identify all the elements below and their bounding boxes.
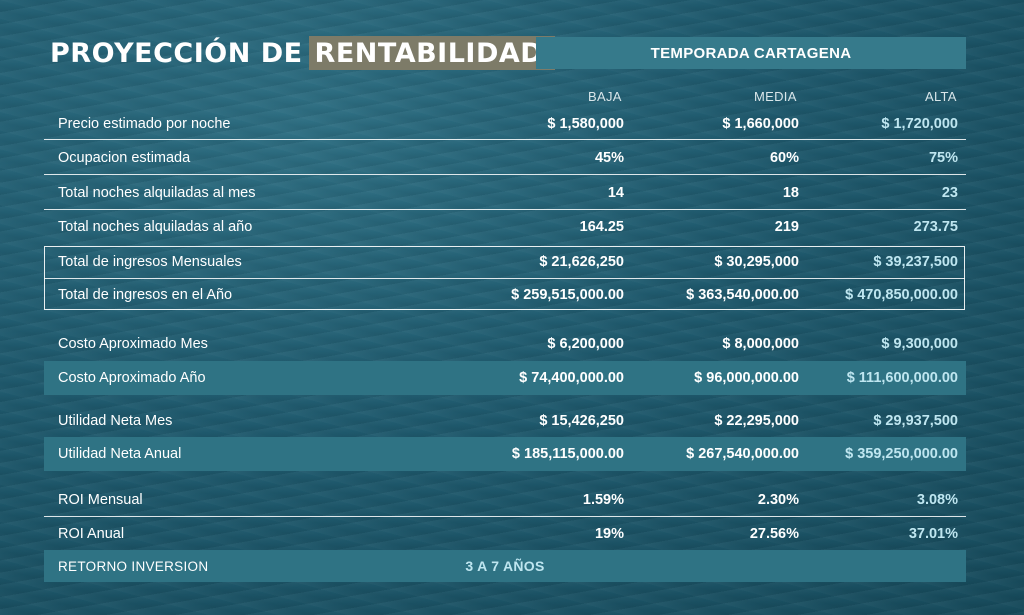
row-label: Total noches alquiladas al año bbox=[58, 219, 253, 235]
table-row-roi-anual: ROI Anual 19% 27.56% 37.01% bbox=[44, 517, 966, 551]
value-baja: $ 6,200,000 bbox=[547, 336, 624, 352]
value-media: $ 363,540,000.00 bbox=[686, 287, 799, 303]
value-media: $ 22,295,000 bbox=[714, 413, 799, 429]
value-media: 18 bbox=[782, 185, 799, 201]
value-alta: 23 bbox=[941, 185, 958, 201]
value-alta: 3.08% bbox=[916, 492, 958, 508]
row-label: Precio estimado por noche bbox=[58, 116, 231, 132]
row-divider bbox=[44, 278, 965, 279]
row-label: ROI Mensual bbox=[58, 492, 143, 508]
row-divider bbox=[44, 139, 966, 140]
table-row-noches-mes: Total noches alquiladas al mes 14 18 23 bbox=[44, 176, 966, 210]
table-row-costo-mes: Costo Aproximado Mes $ 6,200,000 $ 8,000… bbox=[44, 327, 966, 361]
row-label: Total de ingresos en el Año bbox=[58, 287, 233, 303]
row-label: Costo Aproximado Año bbox=[58, 370, 206, 386]
value-media: 27.56% bbox=[749, 526, 799, 542]
value-alta: $ 470,850,000.00 bbox=[845, 287, 958, 303]
value-alta: $ 39,237,500 bbox=[873, 254, 958, 270]
value-media: $ 30,295,000 bbox=[714, 254, 799, 270]
value-baja: $ 185,115,000.00 bbox=[511, 446, 624, 462]
table-row-precio: Precio estimado por noche $ 1,580,000 $ … bbox=[44, 107, 966, 141]
table-row-ingresos-mensuales: Total de ingresos Mensuales $ 21,626,250… bbox=[44, 245, 966, 279]
value-alta: $ 359,250,000.00 bbox=[845, 446, 958, 462]
row-divider bbox=[44, 209, 966, 210]
retorno-value: 3 A 7 AÑOS bbox=[465, 558, 545, 574]
season-header: TEMPORADA CARTAGENA bbox=[536, 37, 966, 69]
value-baja: 45% bbox=[594, 150, 624, 166]
column-header-media: MEDIA bbox=[754, 89, 797, 104]
row-label: Utilidad Neta Anual bbox=[58, 446, 182, 462]
value-alta: $ 29,937,500 bbox=[873, 413, 958, 429]
table-row-ocupacion: Ocupacion estimada 45% 60% 75% bbox=[44, 141, 966, 175]
column-header-alta: ALTA bbox=[925, 89, 957, 104]
row-label: Costo Aproximado Mes bbox=[58, 336, 208, 352]
value-alta: $ 9,300,000 bbox=[881, 336, 958, 352]
value-baja: $ 21,626,250 bbox=[539, 254, 624, 270]
value-alta: 37.01% bbox=[908, 526, 958, 542]
value-alta: $ 111,600,000.00 bbox=[846, 370, 958, 386]
value-media: $ 8,000,000 bbox=[722, 336, 799, 352]
value-media: 60% bbox=[769, 150, 799, 166]
table-row-noches-ano: Total noches alquiladas al año 164.25 21… bbox=[44, 210, 966, 244]
value-media: $ 1,660,000 bbox=[722, 116, 799, 132]
row-label: Total de ingresos Mensuales bbox=[58, 254, 242, 270]
row-label: Utilidad Neta Mes bbox=[58, 413, 173, 429]
row-label: Ocupacion estimada bbox=[58, 150, 191, 166]
value-baja: $ 259,515,000.00 bbox=[511, 287, 624, 303]
table-row-roi-mensual: ROI Mensual 1.59% 2.30% 3.08% bbox=[44, 483, 966, 517]
value-media: 2.30% bbox=[757, 492, 799, 508]
table-row-costo-ano: Costo Aproximado Año $ 74,400,000.00 $ 9… bbox=[44, 361, 966, 395]
page-title: PROYECCIÓN DE RENTABILIDAD bbox=[50, 36, 556, 70]
title-highlight: RENTABILIDAD bbox=[308, 36, 556, 70]
value-alta: $ 1,720,000 bbox=[881, 116, 958, 132]
value-baja: $ 74,400,000.00 bbox=[519, 370, 624, 386]
value-baja: $ 15,426,250 bbox=[539, 413, 624, 429]
table-row-retorno: RETORNO INVERSION 3 A 7 AÑOS bbox=[44, 550, 966, 582]
row-label: Total noches alquiladas al mes bbox=[58, 185, 256, 201]
row-divider bbox=[44, 516, 966, 517]
value-alta: 273.75 bbox=[913, 219, 958, 235]
value-alta: 75% bbox=[928, 150, 958, 166]
title-text: PROYECCIÓN DE bbox=[50, 37, 303, 69]
value-baja: 1.59% bbox=[582, 492, 624, 508]
table-row-utilidad-anual: Utilidad Neta Anual $ 185,115,000.00 $ 2… bbox=[44, 437, 966, 471]
value-media: $ 267,540,000.00 bbox=[686, 446, 799, 462]
column-header-baja: BAJA bbox=[588, 89, 622, 104]
value-baja: $ 1,580,000 bbox=[547, 116, 624, 132]
row-divider bbox=[44, 174, 966, 175]
table-row-utilidad-mes: Utilidad Neta Mes $ 15,426,250 $ 22,295,… bbox=[44, 404, 966, 438]
retorno-label: RETORNO INVERSION bbox=[58, 558, 209, 574]
table-row-ingresos-ano: Total de ingresos en el Año $ 259,515,00… bbox=[44, 278, 966, 312]
value-baja: 19% bbox=[594, 526, 624, 542]
value-baja: 14 bbox=[607, 185, 624, 201]
value-media: $ 96,000,000.00 bbox=[694, 370, 799, 386]
row-label: ROI Anual bbox=[58, 526, 125, 542]
value-baja: 164.25 bbox=[579, 219, 624, 235]
value-media: 219 bbox=[774, 219, 799, 235]
